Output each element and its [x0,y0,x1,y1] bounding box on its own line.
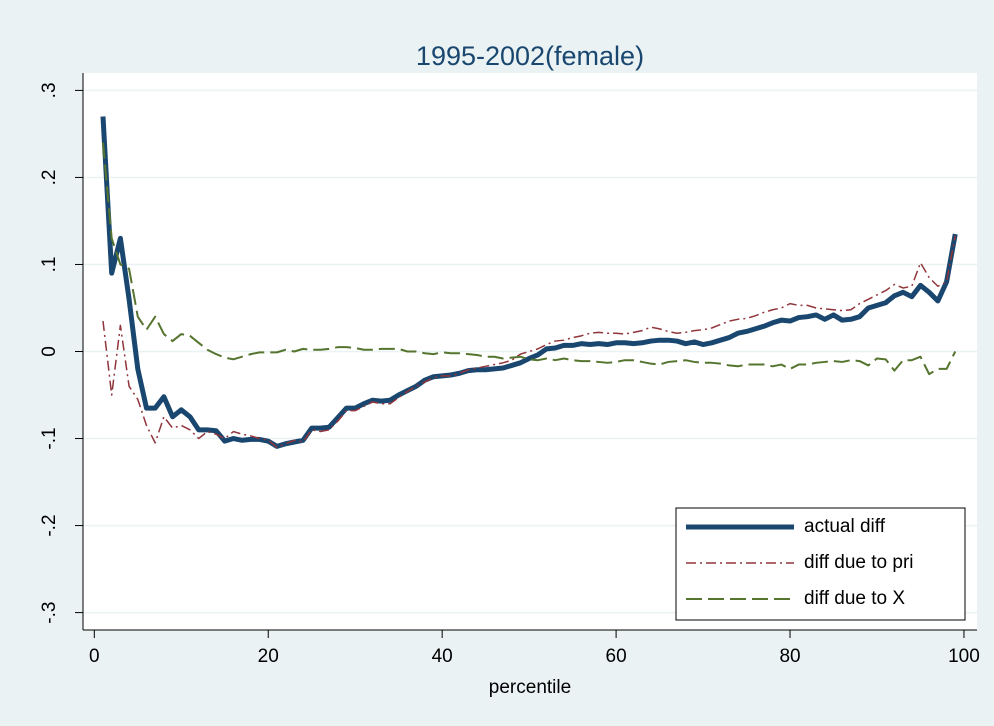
y-tick-label: -.2 [39,514,60,536]
legend-label: actual diff [804,516,886,537]
series-line [102,235,956,448]
x-tick-label: 60 [606,646,627,667]
y-tick-label: -.3 [39,602,60,624]
x-tick-label: 0 [89,646,100,667]
chart-title: 1995-2002(female) [416,41,644,71]
y-tick-label: -.1 [39,427,60,449]
x-tick-label: 100 [948,646,980,667]
legend-label: diff due to X [804,588,905,609]
series-line [100,116,958,449]
legend-label: diff due to pri [804,552,914,573]
x-tick-label: 80 [779,646,800,667]
series-line [102,142,957,376]
x-tick-label: 20 [258,646,279,667]
y-tick-label: 0 [39,346,60,357]
y-tick-label: .1 [39,257,60,273]
x-tick-label: 40 [432,646,453,667]
y-tick-label: .3 [39,82,60,98]
y-tick-label: .2 [39,170,60,186]
x-axis-label: percentile [489,677,571,698]
